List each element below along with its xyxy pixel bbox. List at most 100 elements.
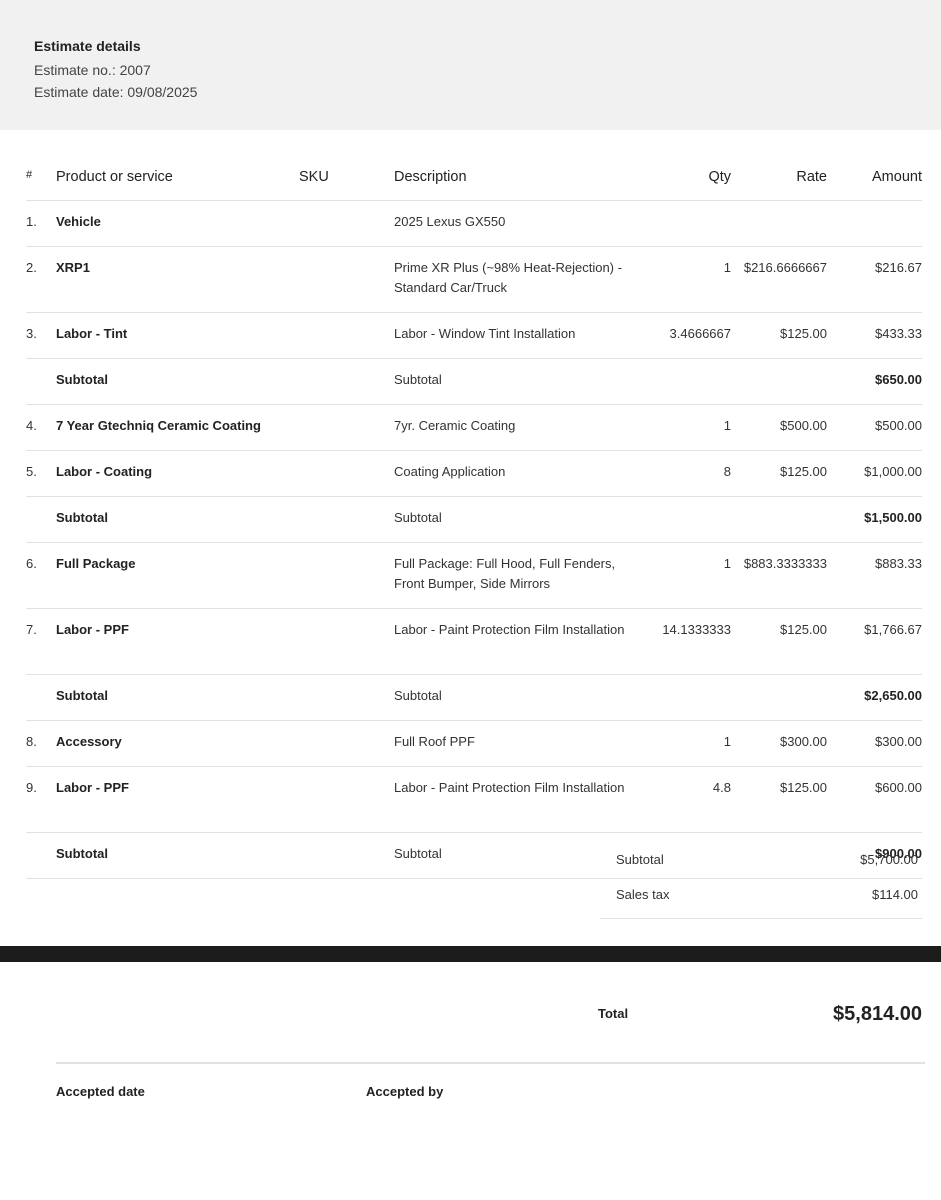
cell-num: 6. <box>26 556 37 571</box>
row-rule <box>26 608 922 609</box>
subtotal-row: Subtotal Subtotal $650.00 <box>0 358 941 404</box>
cell-description: 2025 Lexus GX550 <box>394 214 506 229</box>
cell-qty: 8 <box>723 464 731 479</box>
cell-amount: $2,650.00 <box>864 688 922 703</box>
cell-product: Vehicle <box>56 214 101 229</box>
cell-rate: $125.00 <box>780 622 827 637</box>
cell-num: 2. <box>26 260 37 275</box>
cell-description: Prime XR Plus (~98% Heat-Rejection) - St… <box>394 260 622 295</box>
cell-description: 7yr. Ceramic Coating <box>394 418 516 433</box>
cell-product: Subtotal <box>56 846 108 861</box>
cell-description: Subtotal <box>394 846 442 861</box>
summary-value: $114.00 <box>871 887 918 902</box>
accepted-by: Accepted by <box>366 1084 444 1099</box>
cell-qty: 4.8 <box>712 780 731 795</box>
row-rule <box>26 878 922 879</box>
cell-product: 7 Year Gtechniq Ceramic Coating <box>56 418 261 433</box>
cell-qty: 1 <box>723 734 731 749</box>
cell-amount: $600.00 <box>875 780 922 795</box>
cell-description: Full Roof PPF <box>394 734 475 749</box>
cell-amount: $1,766.67 <box>864 622 922 637</box>
acceptance-rule <box>56 1062 925 1064</box>
cell-product: XRP1 <box>56 260 90 275</box>
cell-description: Coating Application <box>394 464 506 479</box>
item-row: 5. Labor - Coating Coating Application 8 $12… <box>0 450 941 496</box>
column-header: SKU <box>299 169 329 185</box>
cell-qty: 1 <box>723 556 731 571</box>
cell-description: Full Package: Full Hood, Full Fenders, F… <box>394 556 616 591</box>
subtotal-row: Subtotal Subtotal $1,500.00 <box>0 496 941 542</box>
item-row: 6. Full Package Full Package: Full Hood, F… <box>0 542 941 608</box>
subtotal-row: Subtotal Subtotal $2,650.00 <box>0 674 941 720</box>
row-rule <box>26 246 922 247</box>
cell-amount: $216.67 <box>875 260 922 275</box>
cell-product: Full Package <box>56 556 136 571</box>
cell-rate: $216.6666667 <box>743 260 827 275</box>
item-row: 9. Labor - PPF Labor - Paint Protection Fi… <box>0 766 941 832</box>
row-rule <box>26 358 922 359</box>
row-rule <box>26 450 922 451</box>
divider-band <box>0 946 941 962</box>
cell-product: Labor - Coating <box>56 464 153 479</box>
row-rule <box>26 312 922 313</box>
cell-num: 1. <box>26 214 37 229</box>
cell-description: Labor - Paint Protection Film Installati… <box>394 780 625 795</box>
cell-product: Subtotal <box>56 510 108 525</box>
column-header: Product or service <box>56 169 173 185</box>
cell-amount: $1,500.00 <box>864 510 922 525</box>
cell-rate: $300.00 <box>780 734 827 749</box>
summary-rule <box>600 918 922 919</box>
summary-label: Sales tax <box>616 887 670 902</box>
cell-description: Subtotal <box>394 510 442 525</box>
column-header: Description <box>394 169 467 185</box>
accepted-date: Accepted date <box>56 1084 145 1099</box>
total-value: $5,814.00 <box>833 1003 922 1025</box>
cell-amount: $883.33 <box>875 556 922 571</box>
cell-num: 7. <box>26 622 37 637</box>
cell-description: Labor - Window Tint Installation <box>394 326 576 341</box>
cell-product: Labor - PPF <box>56 780 129 795</box>
item-row: 3. Labor - Tint Labor - Window Tint Instal… <box>0 312 941 358</box>
header: Estimate details Estimate no.: 2007 Esti… <box>0 0 941 130</box>
estimate-date: Estimate date: 09/08/2025 <box>34 84 198 100</box>
cell-num: 9. <box>26 780 37 795</box>
cell-rate: $125.00 <box>780 464 827 479</box>
cell-rate: $500.00 <box>780 418 827 433</box>
item-row: 8. Accessory Full Roof PPF 1 $300.00 $300.00 <box>0 720 941 766</box>
item-row: 7. Labor - PPF Labor - Paint Protection Fi… <box>0 608 941 674</box>
cell-amount: $300.00 <box>875 734 922 749</box>
row-rule <box>26 404 922 405</box>
cell-num: 4. <box>26 418 37 433</box>
cell-product: Labor - PPF <box>56 622 129 637</box>
cell-product: Subtotal <box>56 688 108 703</box>
row-rule <box>26 542 922 543</box>
cell-product: Labor - Tint <box>56 326 128 341</box>
cell-description: Subtotal <box>394 372 442 387</box>
row-rule <box>26 766 922 767</box>
cell-rate: $125.00 <box>780 780 827 795</box>
cell-amount: $500.00 <box>875 418 922 433</box>
cell-amount: $900.00 <box>875 846 922 861</box>
cell-qty: 1 <box>723 260 731 275</box>
row-rule <box>26 496 922 497</box>
column-header: Amount <box>872 169 922 185</box>
cell-amount: $650.00 <box>875 372 922 387</box>
cell-amount: $1,000.00 <box>864 464 922 479</box>
cell-product: Accessory <box>56 734 122 749</box>
column-header: Qty <box>708 169 731 185</box>
header-rule <box>26 200 922 201</box>
summary-label: Subtotal <box>616 852 664 867</box>
estimate-number: Estimate no.: 2007 <box>34 62 151 78</box>
header-title: Estimate details <box>34 38 141 54</box>
column-header: # <box>26 169 33 181</box>
item-row: 2. XRP1 Prime XR Plus (~98% Heat-Rejection… <box>0 246 941 312</box>
cell-num: 8. <box>26 734 37 749</box>
total-label: Total <box>598 1006 629 1021</box>
cell-qty: 1 <box>723 418 731 433</box>
item-row: 4. 7 Year Gtechniq Ceramic Coating 7yr. Ce… <box>0 404 941 450</box>
cell-product: Subtotal <box>56 372 108 387</box>
cell-num: 3. <box>26 326 37 341</box>
row-rule <box>26 832 922 833</box>
item-row: 1. Vehicle 2025 Lexus GX550 <box>0 200 941 246</box>
